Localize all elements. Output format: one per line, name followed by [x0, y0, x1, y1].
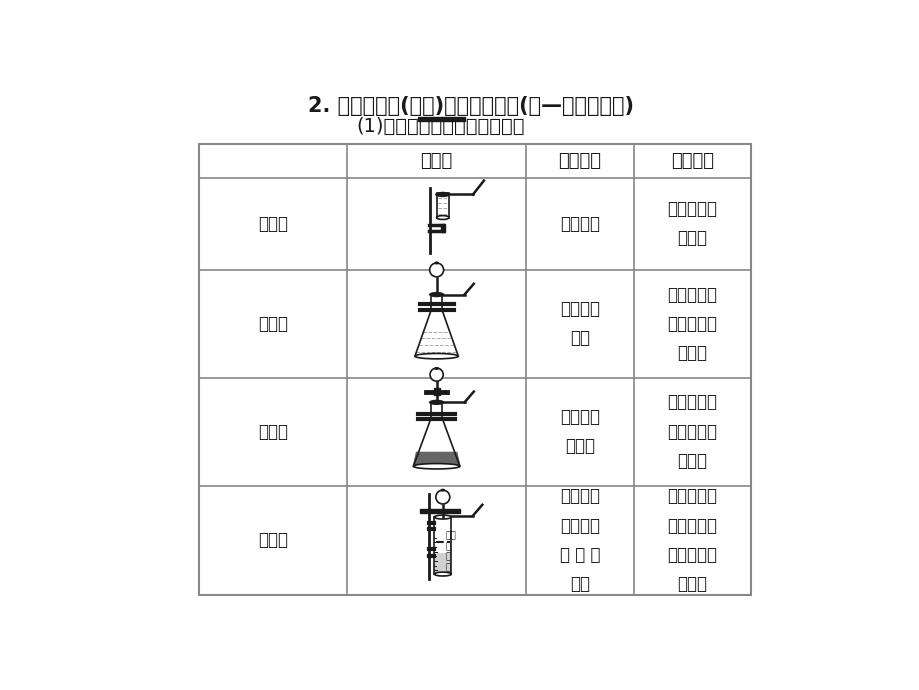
Bar — [433, 388, 439, 395]
Text: 安装简单: 安装简单 — [560, 215, 599, 233]
Ellipse shape — [437, 215, 448, 219]
Text: (1)制取气体最佳装置的选择：: (1)制取气体最佳装置的选择： — [356, 117, 524, 136]
Ellipse shape — [415, 464, 457, 469]
Text: 装置三: 装置三 — [258, 422, 288, 441]
Bar — [431, 402, 441, 417]
Text: 2. 液体和固体(液体)反应不加热型(液—固不加热型): 2. 液体和固体(液体)反应不加热型(液—固不加热型) — [308, 96, 634, 116]
Bar — [199, 144, 750, 595]
Ellipse shape — [414, 353, 458, 359]
Ellipse shape — [429, 263, 443, 277]
Text: 便于添加
液体: 便于添加 液体 — [560, 300, 599, 347]
Text: 用于剧烈反
应并制取较
多气体: 用于剧烈反 应并制取较 多气体 — [666, 393, 717, 470]
Polygon shape — [414, 310, 458, 356]
Bar — [419, 509, 460, 513]
Bar — [417, 117, 464, 121]
Bar — [435, 553, 449, 573]
Text: 用于平稳反
应并制取较
多气体: 用于平稳反 应并制取较 多气体 — [666, 286, 717, 362]
Ellipse shape — [429, 368, 443, 381]
Polygon shape — [413, 453, 460, 466]
Text: 装置一: 装置一 — [258, 215, 288, 233]
Ellipse shape — [413, 464, 460, 469]
Bar — [434, 517, 451, 574]
Ellipse shape — [435, 192, 450, 197]
Text: 用于平稳反
应并持续时
间较长地制
取气体: 用于平稳反 应并持续时 间较长地制 取气体 — [666, 487, 717, 593]
Bar — [441, 224, 445, 232]
Text: 可随时控
制反应的
发 生 和
停止: 可随时控 制反应的 发 生 和 停止 — [559, 487, 599, 593]
Ellipse shape — [436, 490, 449, 504]
Text: 用于制取少
量气体: 用于制取少 量气体 — [666, 200, 717, 247]
Ellipse shape — [434, 262, 438, 264]
Text: 装置二: 装置二 — [258, 315, 288, 333]
Text: 装置图: 装置图 — [420, 152, 452, 170]
Text: 可控制反
应速率: 可控制反 应速率 — [560, 408, 599, 455]
Text: 多孔
塑
料
板: 多孔 塑 料 板 — [445, 531, 456, 572]
Ellipse shape — [434, 572, 451, 576]
Ellipse shape — [434, 367, 438, 370]
Text: 装置四: 装置四 — [258, 531, 288, 549]
Polygon shape — [413, 417, 460, 466]
Bar — [437, 193, 448, 217]
Bar — [431, 295, 441, 310]
Text: 装置特点: 装置特点 — [558, 152, 601, 170]
Text: 适用范围: 适用范围 — [670, 152, 713, 170]
Ellipse shape — [428, 400, 444, 405]
Ellipse shape — [440, 489, 445, 492]
Ellipse shape — [434, 515, 451, 519]
Ellipse shape — [428, 292, 444, 297]
